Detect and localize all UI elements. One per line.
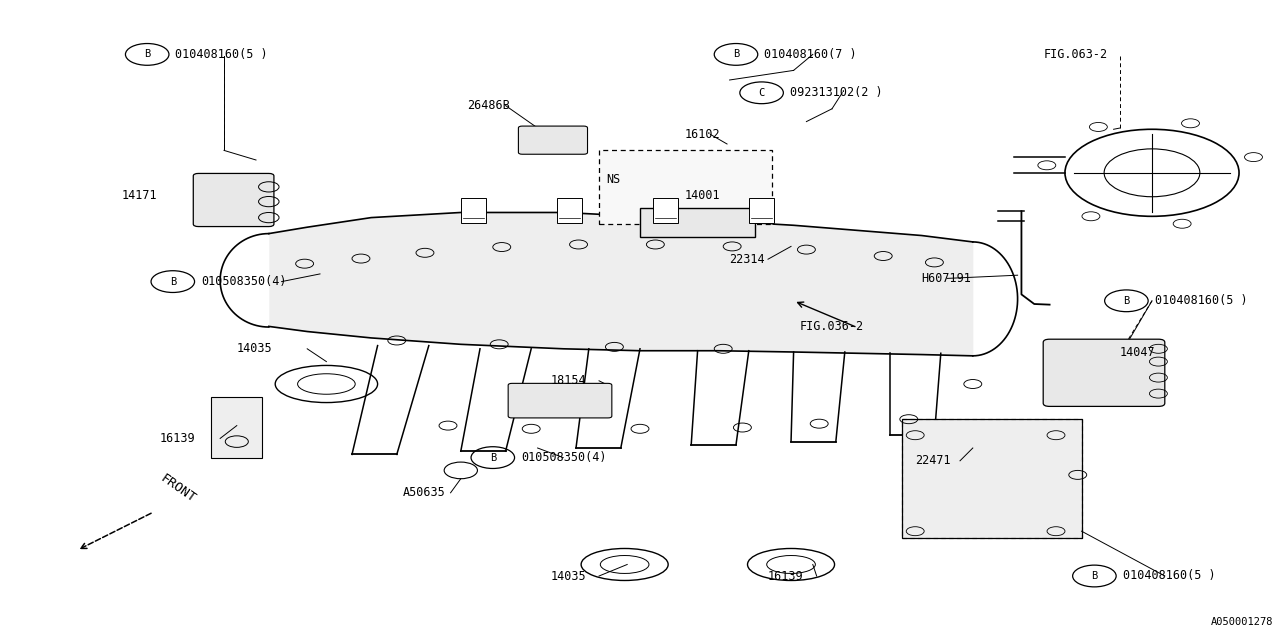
Bar bbox=[461, 198, 486, 223]
Text: 14035: 14035 bbox=[550, 570, 586, 582]
FancyBboxPatch shape bbox=[640, 208, 755, 237]
Text: 22471: 22471 bbox=[915, 454, 951, 467]
Text: FRONT: FRONT bbox=[157, 472, 197, 506]
Text: B: B bbox=[1092, 571, 1097, 581]
Text: B: B bbox=[170, 276, 175, 287]
Bar bbox=[557, 198, 582, 223]
Bar bbox=[902, 419, 1082, 538]
Text: H607191: H607191 bbox=[922, 272, 972, 285]
FancyBboxPatch shape bbox=[518, 126, 588, 154]
Text: B: B bbox=[733, 49, 739, 60]
Text: 010408160(5 ): 010408160(5 ) bbox=[175, 48, 268, 61]
Text: 14047: 14047 bbox=[1120, 346, 1156, 358]
Text: A50635: A50635 bbox=[403, 486, 445, 499]
Bar bbox=[902, 419, 1082, 538]
Bar bbox=[211, 397, 262, 458]
Text: 16139: 16139 bbox=[768, 570, 804, 582]
Bar bbox=[599, 150, 772, 224]
Bar bbox=[653, 198, 678, 223]
Text: 010408160(5 ): 010408160(5 ) bbox=[1123, 570, 1215, 582]
Text: C: C bbox=[759, 88, 764, 98]
FancyBboxPatch shape bbox=[508, 383, 612, 418]
Text: 14035: 14035 bbox=[237, 342, 273, 355]
Bar bbox=[749, 198, 774, 223]
Text: 16139: 16139 bbox=[160, 432, 196, 445]
Text: 14171: 14171 bbox=[122, 189, 157, 202]
FancyBboxPatch shape bbox=[1043, 339, 1165, 406]
Text: 26486B: 26486B bbox=[467, 99, 509, 112]
Text: 092313102(2 ): 092313102(2 ) bbox=[790, 86, 882, 99]
Text: 14001: 14001 bbox=[685, 189, 721, 202]
Text: B: B bbox=[490, 452, 495, 463]
Text: FIG.036-2: FIG.036-2 bbox=[800, 320, 864, 333]
Text: B: B bbox=[1124, 296, 1129, 306]
Text: 22314: 22314 bbox=[730, 253, 765, 266]
Text: 18154: 18154 bbox=[550, 374, 586, 387]
Text: A050001278: A050001278 bbox=[1211, 617, 1274, 627]
Text: 010408160(5 ): 010408160(5 ) bbox=[1155, 294, 1247, 307]
Text: 010508350(4): 010508350(4) bbox=[521, 451, 607, 464]
Text: FIG.063-2: FIG.063-2 bbox=[1043, 48, 1107, 61]
Text: 16102: 16102 bbox=[685, 128, 721, 141]
FancyBboxPatch shape bbox=[193, 173, 274, 227]
Text: 010508350(4): 010508350(4) bbox=[201, 275, 287, 288]
Text: 010408160(7 ): 010408160(7 ) bbox=[764, 48, 856, 61]
Text: NS: NS bbox=[607, 173, 621, 186]
Text: B: B bbox=[145, 49, 150, 60]
